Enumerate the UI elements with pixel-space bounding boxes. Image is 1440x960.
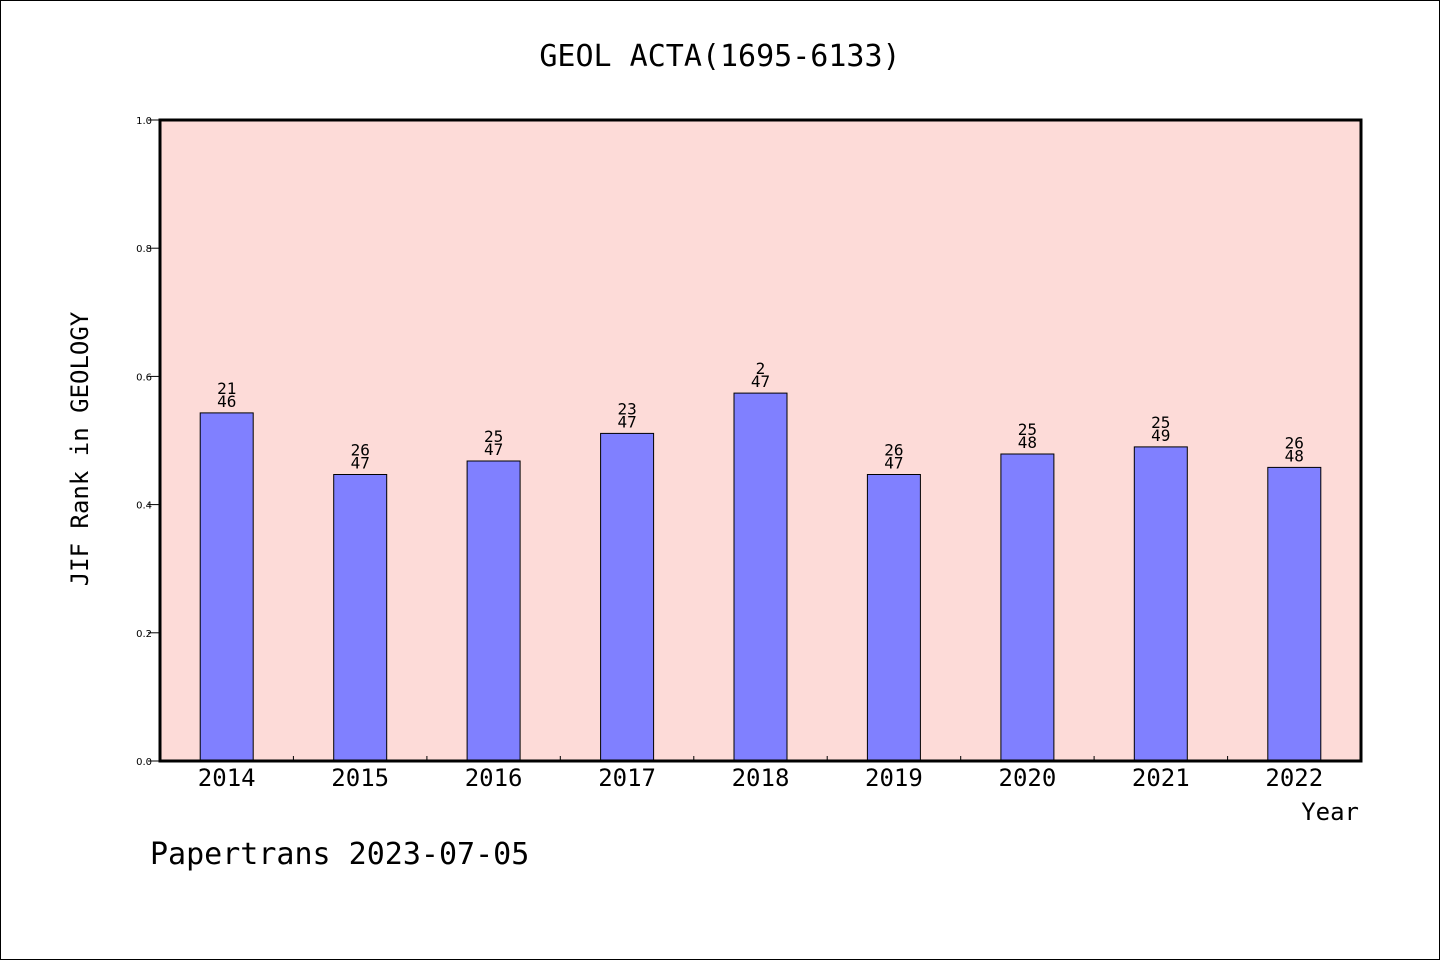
bar-2022 (1267, 466, 1322, 762)
y-tick-label: 0.4 (136, 501, 152, 512)
data-label-total-2022: 48 (1285, 446, 1304, 465)
chart-title: GEOL ACTA(1695-6133) (539, 39, 900, 74)
y-tick-label: 0.8 (136, 244, 152, 255)
data-label-rank-2018: 2 (756, 359, 766, 378)
data-label-rank-2019: 26 (884, 441, 903, 460)
data-label-rank-2022: 26 (1285, 433, 1304, 452)
plot-border (158, 118, 1363, 763)
data-label-total-2016: 47 (484, 440, 503, 459)
bar-2020 (1000, 453, 1055, 762)
data-label-rank-2016: 25 (484, 427, 503, 446)
y-tick-label: 0.6 (136, 372, 152, 383)
bar-2021 (1133, 446, 1188, 762)
y-tick-label: 0.0 (136, 757, 152, 768)
x-tick-label-2021: 2021 (1132, 764, 1190, 792)
x-tick-label-2018: 2018 (732, 764, 790, 792)
data-label-rank-2021: 25 (1151, 413, 1170, 432)
data-label-total-2021: 49 (1151, 426, 1170, 445)
footer-credit: Papertrans 2023-07-05 (150, 837, 529, 872)
bar-2016 (466, 460, 521, 762)
data-label-rank-2015: 26 (351, 441, 370, 460)
data-label-total-2018: 47 (751, 372, 770, 391)
x-tick-label-2015: 2015 (331, 764, 389, 792)
x-tick-label-2022: 2022 (1265, 764, 1323, 792)
data-label-total-2019: 47 (884, 454, 903, 473)
data-label-rank-2014: 21 (217, 379, 236, 398)
axis-ticks-group: 2014 2015 2016 2017 2018 2019 2020 2021 2022 0.0 0… (136, 116, 1323, 792)
x-tick-label-2020: 2020 (999, 764, 1057, 792)
bar-2019 (866, 474, 921, 762)
data-label-total-2014: 46 (217, 392, 236, 411)
x-tick-label-2019: 2019 (865, 764, 923, 792)
y-tick-label: 0.2 (136, 629, 152, 640)
x-tick-label-2014: 2014 (198, 764, 256, 792)
bar-2017 (600, 432, 655, 762)
bar-2018 (733, 392, 788, 762)
y-tick-label: 1.0 (136, 116, 152, 127)
x-axis-label: Year (1301, 798, 1359, 826)
x-tick-label-2016: 2016 (465, 764, 523, 792)
data-label-total-2015: 47 (351, 454, 370, 473)
bars-group (199, 392, 1322, 762)
y-axis-label: JIF Rank in GEOLOGY (66, 311, 94, 586)
data-label-rank-2017: 23 (617, 399, 636, 418)
data-label-rank-2020: 25 (1018, 420, 1037, 439)
data-label-total-2020: 48 (1018, 433, 1037, 452)
data-label-total-2017: 47 (617, 412, 636, 431)
bar-2014 (199, 412, 254, 762)
bar-2015 (333, 474, 388, 762)
x-tick-label-2017: 2017 (598, 764, 656, 792)
